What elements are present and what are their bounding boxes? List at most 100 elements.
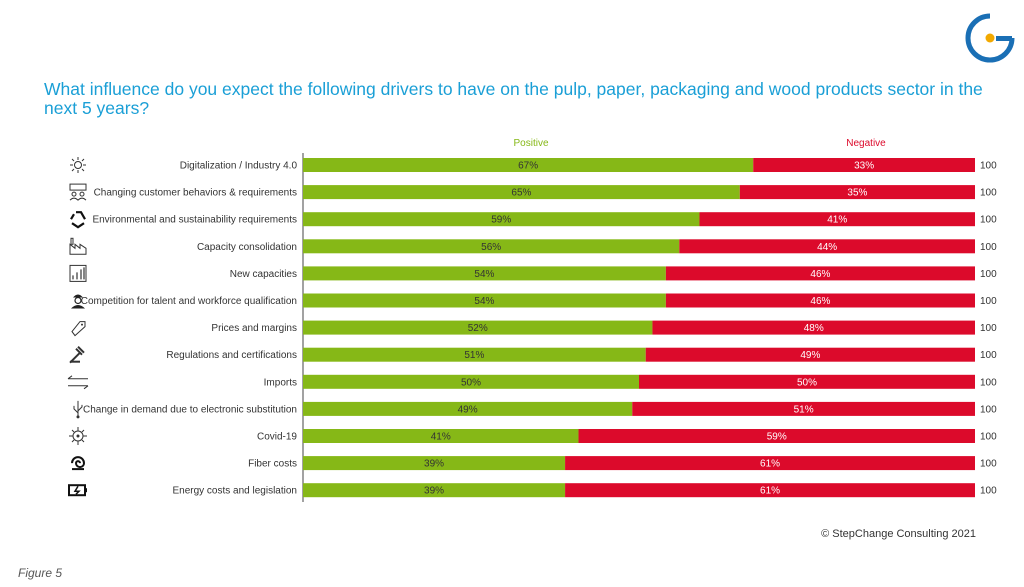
battery-charging-icon bbox=[68, 484, 87, 497]
bar-positive bbox=[303, 212, 700, 227]
value-label-negative: 46% bbox=[810, 296, 830, 307]
category-label: Capacity consolidation bbox=[197, 242, 297, 253]
bar-negative bbox=[739, 185, 975, 200]
total-label: 100 bbox=[980, 459, 997, 470]
category-label: Competition for talent and workforce qua… bbox=[81, 296, 297, 307]
stepchange-logo bbox=[965, 13, 1015, 63]
value-label-negative: 48% bbox=[804, 323, 824, 334]
fiber-swirl-icon bbox=[71, 456, 86, 471]
value-label-positive: 41% bbox=[431, 432, 451, 443]
bar-negative bbox=[699, 212, 975, 227]
value-label-positive: 54% bbox=[474, 296, 494, 307]
bar-negative bbox=[578, 429, 975, 443]
logo-arc bbox=[965, 13, 1015, 63]
logo-dot bbox=[985, 33, 995, 43]
total-label: 100 bbox=[980, 486, 997, 497]
category-label: Changing customer behaviors & requiremen… bbox=[94, 188, 297, 199]
bar-positive bbox=[303, 347, 646, 362]
bar-positive bbox=[303, 158, 754, 172]
chart-title: What influence do you expect the followi… bbox=[44, 79, 983, 118]
bar-negative bbox=[632, 401, 975, 416]
category-label: Regulations and certifications bbox=[166, 350, 297, 361]
bar-negative bbox=[665, 293, 975, 308]
category-label: Imports bbox=[264, 377, 297, 388]
bar-negative bbox=[753, 158, 975, 172]
sun-network-icon bbox=[70, 157, 86, 173]
category-label: Energy costs and legislation bbox=[172, 486, 297, 497]
factory-icon bbox=[69, 237, 87, 255]
value-label-negative: 33% bbox=[854, 161, 874, 172]
customer-screen-icon bbox=[69, 183, 87, 201]
value-label-negative: 61% bbox=[760, 459, 780, 470]
value-label-negative: 59% bbox=[767, 432, 787, 443]
category-label: Change in demand due to electronic subst… bbox=[83, 404, 297, 415]
bar-negative bbox=[652, 320, 975, 335]
total-label: 100 bbox=[980, 242, 997, 253]
gavel-icon bbox=[69, 345, 85, 364]
total-label: 100 bbox=[980, 404, 997, 415]
total-label: 100 bbox=[980, 269, 997, 280]
recycle-icon bbox=[70, 211, 86, 229]
bar-positive bbox=[303, 185, 740, 200]
bar-negative bbox=[565, 456, 975, 471]
value-label-positive: 51% bbox=[464, 350, 484, 361]
bar-negative bbox=[665, 266, 975, 281]
value-label-positive: 49% bbox=[458, 404, 478, 415]
total-label: 100 bbox=[980, 296, 997, 307]
value-label-negative: 46% bbox=[810, 269, 830, 280]
bar-negative bbox=[645, 347, 975, 362]
value-label-positive: 39% bbox=[424, 486, 444, 497]
category-label: Digitalization / Industry 4.0 bbox=[180, 161, 298, 172]
value-label-negative: 49% bbox=[800, 350, 820, 361]
figure-label: Figure 5 bbox=[18, 566, 63, 580]
bar-negative bbox=[679, 239, 975, 254]
price-tag-icon bbox=[71, 321, 86, 337]
value-label-negative: 41% bbox=[827, 215, 847, 226]
total-label: 100 bbox=[980, 188, 997, 199]
value-label-positive: 65% bbox=[511, 188, 531, 199]
value-label-positive: 67% bbox=[518, 161, 538, 172]
bar-negative bbox=[639, 374, 975, 389]
legend-positive: Positive bbox=[513, 138, 548, 149]
value-label-positive: 50% bbox=[461, 377, 481, 388]
copyright-text: © StepChange Consulting 2021 bbox=[821, 528, 976, 540]
value-label-positive: 52% bbox=[468, 323, 488, 334]
virus-icon bbox=[69, 427, 87, 445]
bar-positive bbox=[303, 239, 680, 254]
bar-growth-icon bbox=[69, 264, 87, 282]
bar-positive bbox=[303, 320, 653, 335]
value-label-negative: 61% bbox=[760, 486, 780, 497]
arrows-exchange-icon bbox=[67, 375, 89, 390]
value-label-positive: 56% bbox=[481, 242, 501, 253]
total-label: 100 bbox=[980, 432, 997, 443]
worker-icon bbox=[71, 294, 85, 309]
total-label: 100 bbox=[980, 161, 997, 172]
category-label: Environmental and sustainability require… bbox=[92, 215, 297, 226]
value-label-negative: 51% bbox=[794, 404, 814, 415]
value-label-positive: 54% bbox=[474, 269, 494, 280]
bar-positive bbox=[303, 483, 566, 498]
bar-positive bbox=[303, 293, 666, 308]
category-label: Prices and margins bbox=[211, 323, 297, 334]
bar-positive bbox=[303, 401, 633, 416]
value-label-positive: 59% bbox=[491, 215, 511, 226]
bar-negative bbox=[565, 483, 975, 498]
value-label-negative: 44% bbox=[817, 242, 837, 253]
value-label-negative: 50% bbox=[797, 377, 817, 388]
bar-positive bbox=[303, 429, 579, 443]
value-label-positive: 39% bbox=[424, 459, 444, 470]
bar-positive bbox=[303, 374, 639, 389]
usb-icon bbox=[73, 400, 83, 419]
bar-positive bbox=[303, 266, 666, 281]
total-label: 100 bbox=[980, 323, 997, 334]
total-label: 100 bbox=[980, 215, 997, 226]
category-label: Fiber costs bbox=[248, 459, 297, 470]
category-label: Covid-19 bbox=[257, 432, 297, 443]
value-label-negative: 35% bbox=[847, 188, 867, 199]
bar-positive bbox=[303, 456, 566, 471]
category-label: New capacities bbox=[230, 269, 297, 280]
legend-negative: Negative bbox=[846, 138, 886, 149]
total-label: 100 bbox=[980, 350, 997, 361]
logo-bar bbox=[996, 36, 1012, 41]
